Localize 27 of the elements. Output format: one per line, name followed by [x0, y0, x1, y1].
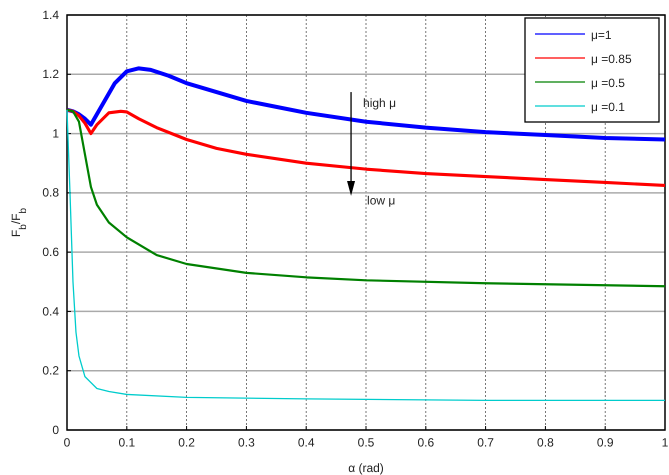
x-tick-label: 0.6 [417, 436, 434, 450]
x-tick-label: 0.8 [537, 436, 554, 450]
x-tick-label: 0.7 [477, 436, 494, 450]
y-tick-label: 1 [52, 126, 60, 140]
y-tick-label: 0 [52, 422, 60, 437]
y-tick-label: 0.8 [42, 186, 60, 200]
y-tick-label: 1.2 [42, 67, 60, 82]
legend-label: μ =0.85 [591, 52, 632, 66]
x-tick-label: 1 [662, 436, 669, 450]
y-tick-label: 0.4 [42, 304, 60, 318]
annotation: high μ [363, 96, 396, 110]
x-tick-label: 0 [64, 436, 71, 450]
x-tick-label: 0.5 [358, 436, 375, 450]
annotation: low μ [367, 194, 396, 208]
x-tick-label: 0.1 [118, 436, 136, 450]
y-tick-label: 0.6 [42, 244, 60, 259]
x-tick-label: 0.4 [298, 436, 315, 450]
legend-label: μ=1 [591, 28, 612, 42]
x-axis-title: α (rad) [348, 461, 384, 475]
legend-label: μ =0.5 [591, 76, 626, 90]
legend-label: μ =0.1 [591, 100, 626, 114]
x-tick-label: 0.3 [238, 436, 256, 450]
y-tick-label: 0.2 [42, 364, 60, 378]
x-tick-label: 0.2 [178, 436, 196, 450]
y-tick-label: 1.4 [42, 8, 60, 22]
line-series [65, 66, 667, 142]
x-tick-label: 0.9 [596, 436, 614, 450]
